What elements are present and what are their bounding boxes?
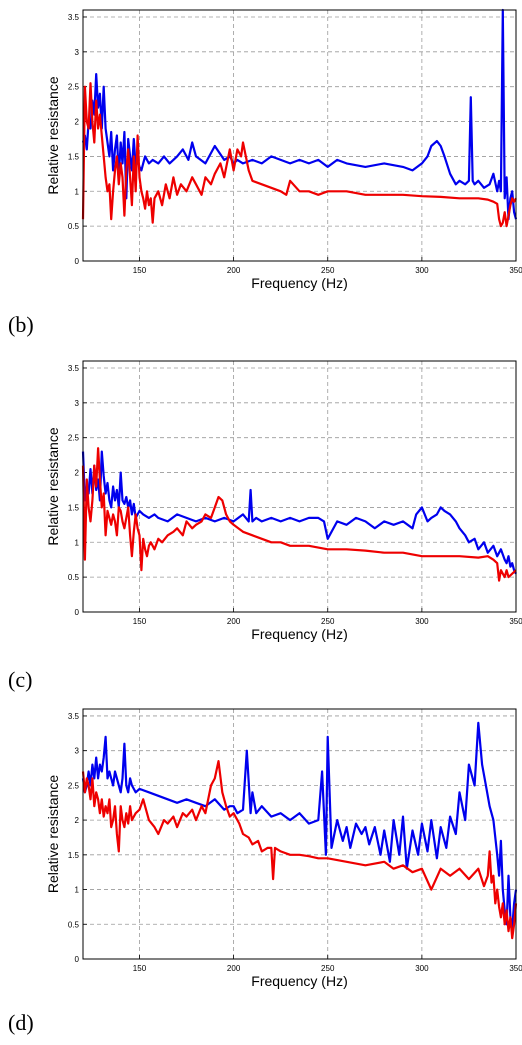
x-tick-label: 150 [133, 266, 147, 275]
y-tick-label: 0 [75, 608, 80, 617]
x-tick-label: 350 [509, 617, 522, 626]
plot-area [83, 709, 516, 959]
panel-label-c: (c) [8, 667, 33, 692]
x-tick-label: 200 [227, 964, 241, 973]
y-axis-label: Relative resistance [45, 427, 61, 545]
x-tick-label: 200 [227, 266, 241, 275]
y-tick-label: 2 [75, 816, 80, 825]
y-axis-label: Relative resistance [45, 775, 61, 893]
x-tick-label: 300 [415, 617, 429, 626]
x-tick-label: 150 [133, 617, 147, 626]
y-tick-label: 0 [75, 955, 80, 964]
series-line-2 [81, 447, 517, 582]
y-tick-label: 1 [75, 187, 80, 196]
y-tick-label: 0.5 [68, 920, 80, 929]
y-tick-label: 3.5 [68, 364, 80, 373]
panel-label-d: (d) [8, 1010, 34, 1035]
axes-box [82, 360, 517, 613]
x-axis-label: Frequency (Hz) [251, 626, 347, 642]
plot-area [83, 10, 516, 261]
x-tick-label: 300 [415, 266, 429, 275]
y-tick-label: 3.5 [68, 13, 80, 22]
x-tick-label: 150 [133, 964, 147, 973]
panel-label-b: (b) [8, 312, 34, 337]
x-axis-label: Frequency (Hz) [251, 973, 347, 989]
x-tick-label: 350 [509, 266, 522, 275]
y-tick-label: 1.5 [68, 851, 80, 860]
x-tick-label: 250 [321, 964, 335, 973]
y-tick-label: 3 [75, 747, 80, 756]
series-line-1 [81, 8, 518, 221]
x-tick-label: 250 [321, 266, 335, 275]
series-line-1 [81, 450, 517, 575]
y-tick-label: 3 [75, 399, 80, 408]
y-tick-label: 2 [75, 469, 80, 478]
x-axis-label: Frequency (Hz) [251, 275, 347, 291]
x-tick-label: 250 [321, 617, 335, 626]
series-line-1 [81, 721, 518, 929]
y-axis-label: Relative resistance [45, 76, 61, 194]
axes-box [82, 708, 517, 960]
y-tick-label: 2.5 [68, 781, 80, 790]
y-tick-label: 1.5 [68, 152, 80, 161]
y-tick-label: 3 [75, 48, 80, 57]
y-tick-label: 1 [75, 886, 80, 895]
y-tick-label: 1.5 [68, 503, 80, 512]
x-tick-label: 300 [415, 964, 429, 973]
x-tick-label: 350 [509, 964, 522, 973]
axes-box [82, 9, 517, 262]
y-tick-label: 0.5 [68, 222, 80, 231]
y-tick-label: 3.5 [68, 712, 80, 721]
series-line-2 [81, 82, 517, 228]
plot-area [83, 361, 516, 612]
y-tick-label: 2.5 [68, 83, 80, 92]
series-line-2 [81, 759, 518, 940]
x-tick-label: 200 [227, 617, 241, 626]
y-tick-label: 0 [75, 257, 80, 266]
y-tick-label: 2.5 [68, 434, 80, 443]
y-tick-label: 1 [75, 538, 80, 547]
y-tick-label: 0.5 [68, 573, 80, 582]
y-tick-label: 2 [75, 118, 80, 127]
